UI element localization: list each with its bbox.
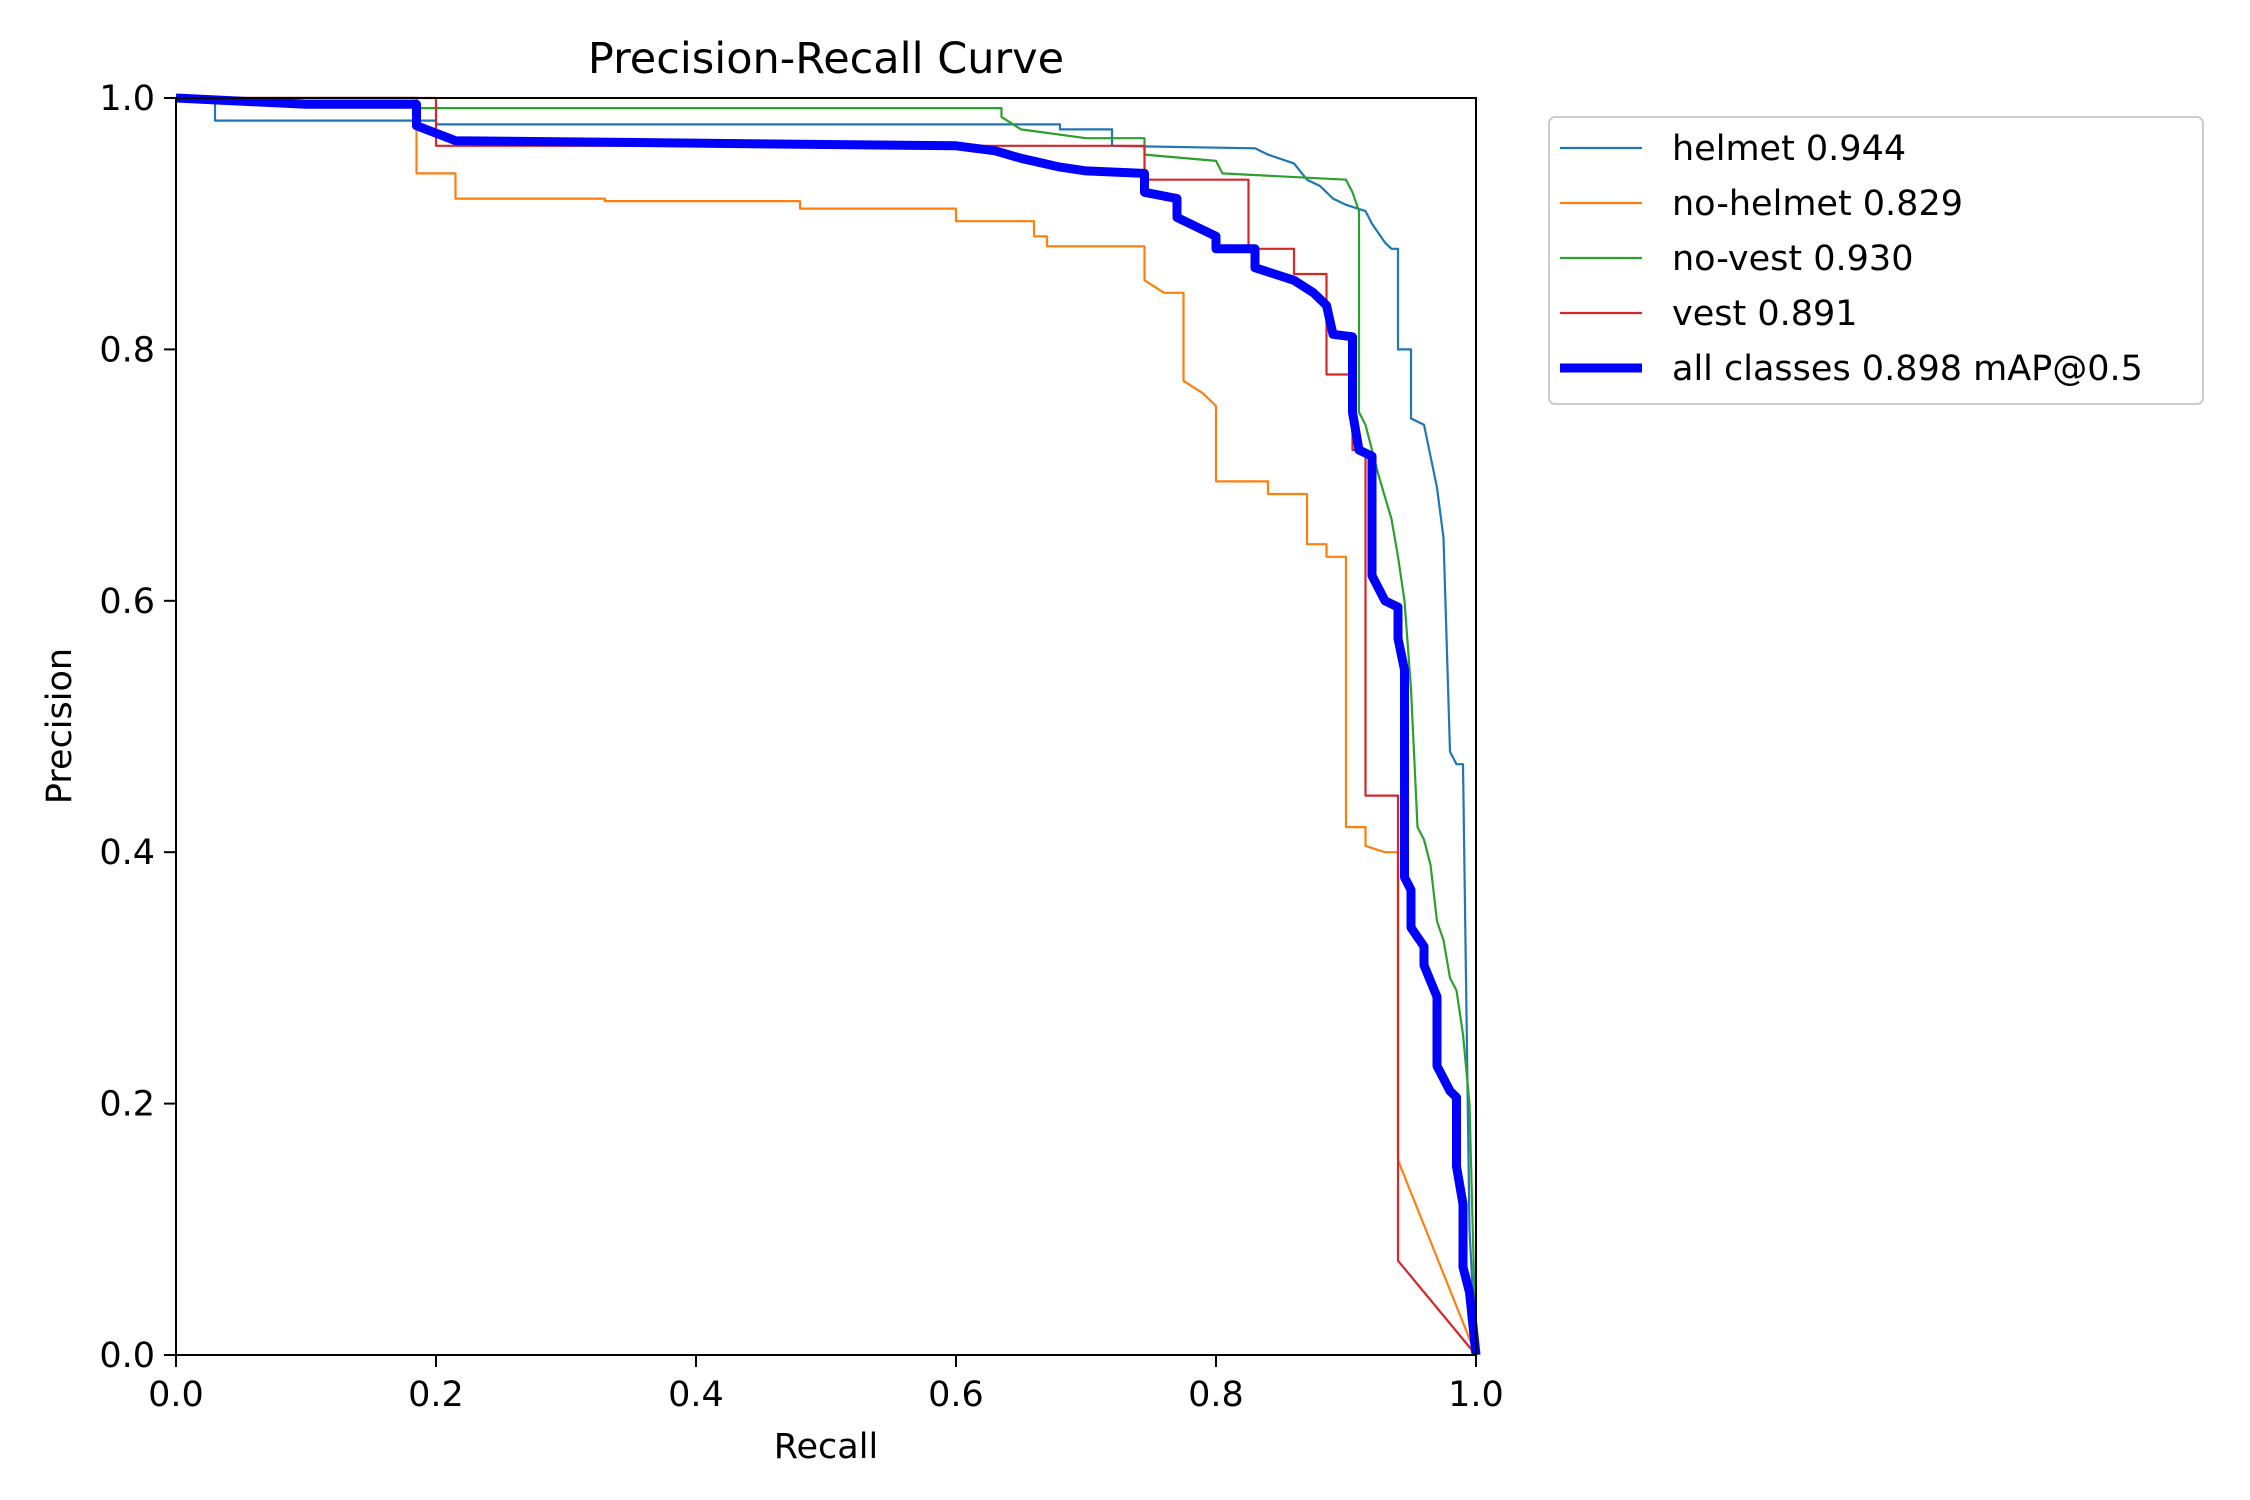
- y-tick-label: 0.2: [99, 1085, 155, 1125]
- legend: helmet 0.944 no-helmet 0.829 no-vest 0.930…: [1548, 116, 2204, 405]
- y-axis-label: Precision: [40, 648, 80, 804]
- y-tick-label: 0.0: [99, 1336, 155, 1376]
- x-tick-label: 0.0: [148, 1375, 204, 1415]
- y-tick-label: 0.4: [99, 833, 155, 873]
- legend-label-0: helmet 0.944: [1672, 129, 1906, 169]
- x-axis-ticks: 0.0 0.2 0.4 0.6 0.8 1.0: [148, 1355, 1504, 1415]
- x-tick-label: 0.2: [408, 1375, 464, 1415]
- x-axis-label: Recall: [774, 1427, 878, 1467]
- y-tick-label: 0.8: [99, 330, 155, 370]
- series-line-1: [176, 96, 1478, 1356]
- legend-box: [1548, 116, 2204, 405]
- y-axis-ticks: 0.0 0.2 0.4 0.6 0.8 1.0: [99, 79, 176, 1376]
- plot-frame: [175, 97, 1477, 1356]
- x-tick-label: 0.4: [668, 1375, 724, 1415]
- legend-label-3: vest 0.891: [1672, 294, 1858, 334]
- series-line-3: [176, 96, 1477, 1356]
- series-layer: [175, 93, 1481, 1356]
- x-tick-label: 0.6: [928, 1375, 984, 1415]
- x-tick-label: 1.0: [1448, 1375, 1504, 1415]
- y-tick-label: 1.0: [99, 79, 155, 119]
- chart-title: Precision-Recall Curve: [588, 34, 1064, 84]
- legend-label-4: all classes 0.898 mAP@0.5: [1672, 349, 2143, 389]
- y-tick-label: 0.6: [99, 582, 155, 622]
- x-tick-label: 0.8: [1188, 1375, 1244, 1415]
- series-line-4: [175, 93, 1481, 1356]
- legend-label-2: no-vest 0.930: [1672, 239, 1913, 279]
- series-line-2: [176, 96, 1478, 1356]
- series-line-0: [176, 96, 1478, 1356]
- legend-label-1: no-helmet 0.829: [1672, 184, 1963, 224]
